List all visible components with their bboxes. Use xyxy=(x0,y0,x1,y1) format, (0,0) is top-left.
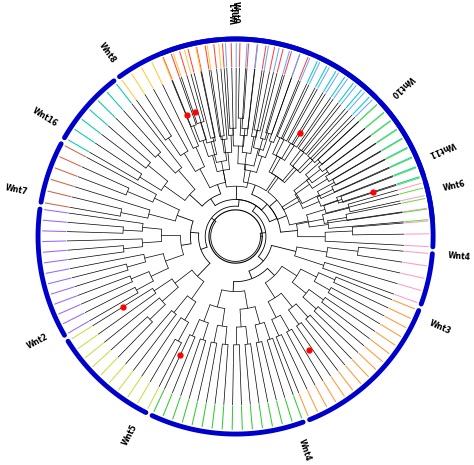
Text: Wnt6: Wnt6 xyxy=(442,179,466,193)
Text: Wnt1: Wnt1 xyxy=(231,1,240,24)
Text: Wnt9: Wnt9 xyxy=(231,1,240,24)
Text: Wnt7: Wnt7 xyxy=(4,183,28,197)
Text: Wnt11: Wnt11 xyxy=(427,140,456,159)
Text: Wnt8: Wnt8 xyxy=(97,41,117,65)
Text: Wnt16: Wnt16 xyxy=(31,106,60,129)
Text: Wnt2: Wnt2 xyxy=(26,332,50,351)
Text: Wnt10: Wnt10 xyxy=(389,74,416,99)
Text: Wnt3: Wnt3 xyxy=(428,319,453,336)
Text: Wnt4: Wnt4 xyxy=(447,251,471,261)
Text: Wnt4: Wnt4 xyxy=(297,438,313,462)
Text: Wnt5: Wnt5 xyxy=(121,422,140,446)
